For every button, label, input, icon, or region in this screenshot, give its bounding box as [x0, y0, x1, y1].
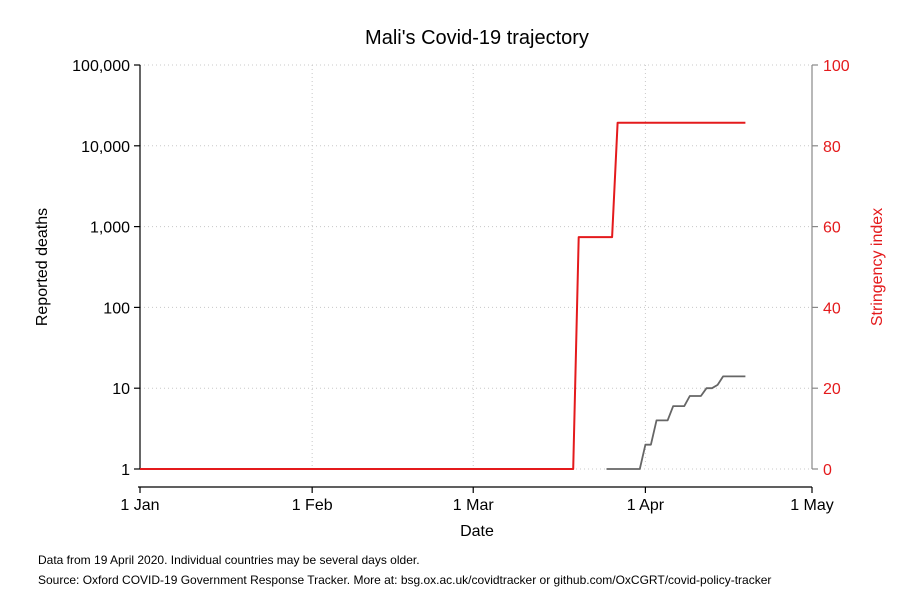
y-axis-title-right: Stringency index: [869, 208, 886, 326]
axes: 1 Jan 1 Feb 1 Mar 1 Apr 1 May 1 10 100 1,000 10,0…: [72, 58, 850, 514]
y-left-tick-label-1: 10: [112, 381, 130, 398]
chart-title: Mali's Covid-19 trajectory: [365, 27, 589, 49]
x-tick-label-3: 1 Apr: [627, 497, 665, 514]
y-left-tick-label-5: 100,000: [72, 58, 130, 75]
y-axis-title-left: Reported deaths: [34, 208, 51, 326]
deaths-line: [606, 375, 746, 470]
x-tick-label-2: 1 Mar: [453, 497, 495, 514]
x-tick-label-1: 1 Feb: [292, 497, 333, 514]
y-left-tick-label-0: 1: [121, 462, 130, 479]
y-right-tick-label-3: 60: [823, 220, 841, 237]
x-tick-label-0: 1 Jan: [120, 497, 159, 514]
y-left-tick-label-2: 100: [103, 300, 130, 317]
note-line-2: Source: Oxford COVID-19 Government Respo…: [38, 573, 771, 587]
y-right-tick-label-2: 40: [823, 300, 841, 317]
y-left-tick-label-4: 10,000: [81, 139, 130, 156]
y-right-tick-label-4: 80: [823, 139, 841, 156]
series-group: [140, 121, 746, 470]
x-tick-label-4: 1 May: [790, 497, 834, 514]
y-right-tick-label-0: 0: [823, 462, 832, 479]
grid: [139, 64, 813, 470]
note-line-1: Data from 19 April 2020. Individual coun…: [38, 553, 420, 567]
stringency-line: [140, 121, 746, 470]
x-axis-title: Date: [460, 523, 494, 540]
y-right-tick-label-5: 100: [823, 58, 850, 75]
y-left-tick-label-3: 1,000: [90, 220, 130, 237]
y-right-tick-label-1: 20: [823, 381, 841, 398]
